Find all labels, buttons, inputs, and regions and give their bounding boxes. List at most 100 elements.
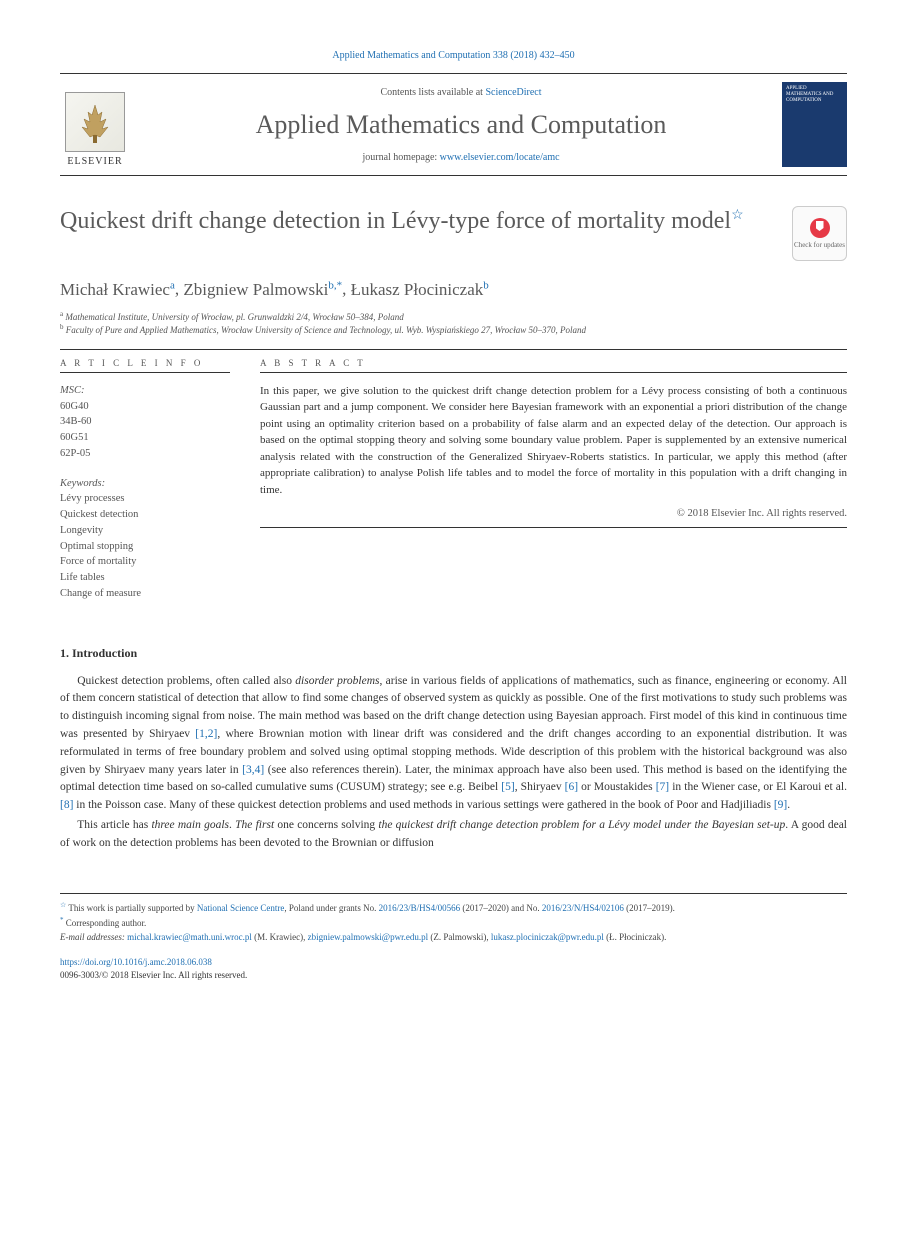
fn-g3: (2017–2020) and No. [460, 903, 542, 913]
ref-5[interactable]: [5] [501, 781, 514, 793]
author-2: Zbigniew Palmowskib,* [183, 280, 342, 299]
article-title: Quickest drift change detection in Lévy-… [60, 206, 792, 237]
fn-g2: , Poland under grants No. [284, 903, 378, 913]
email-2[interactable]: zbigniew.palmowski@pwr.edu.pl [308, 932, 428, 942]
abstract-heading: A B S T R A C T [260, 358, 847, 368]
homepage-line: journal homepage: www.elsevier.com/locat… [140, 152, 782, 163]
fn-emails: E-mail addresses: michal.krawiec@math.un… [60, 931, 847, 945]
p1-t9: . [787, 799, 790, 811]
cover-thumb-text: APPLIED MATHEMATICS AND COMPUTATION [786, 86, 843, 104]
homepage-link[interactable]: www.elsevier.com/locate/amc [440, 152, 560, 163]
citation-link[interactable]: Applied Mathematics and Computation 338 … [332, 50, 574, 61]
affiliation-b: b Faculty of Pure and Applied Mathematic… [60, 323, 847, 337]
body-para-1: Quickest detection problems, often calle… [60, 673, 847, 816]
affil-b-text: Faculty of Pure and Applied Mathematics,… [66, 325, 586, 335]
affiliation-a: a Mathematical Institute, University of … [60, 310, 847, 324]
affil-b-sup: b [60, 323, 64, 331]
p1-t5: , Shiryaev [515, 781, 565, 793]
kw-4: Force of mortality [60, 556, 136, 567]
journal-name: Applied Mathematics and Computation [140, 110, 782, 140]
email-1-name: (M. Krawiec), [252, 932, 308, 942]
emails-label: E-mail addresses: [60, 932, 125, 942]
ref-6[interactable]: [6] [565, 781, 578, 793]
authors-line: Michał Krawieca, Zbigniew Palmowskib,*, … [60, 279, 847, 300]
fn-g1: This work is partially supported by [68, 903, 196, 913]
email-3-name: (Ł. Płociniczak). [604, 932, 666, 942]
issn-line: 0096-3003/© 2018 Elsevier Inc. All right… [60, 969, 847, 982]
divider [60, 349, 847, 350]
fn-grant: ☆ This work is partially supported by Na… [60, 900, 847, 916]
email-2-name: (Z. Palmowski), [428, 932, 491, 942]
grant1-link[interactable]: 2016/23/B/HS4/00566 [379, 903, 461, 913]
msc-label: MSC: [60, 385, 85, 396]
abstract-column: A B S T R A C T In this paper, we give s… [260, 358, 847, 616]
keywords-block: Keywords: Lévy processes Quickest detect… [60, 476, 230, 602]
ref-3-4[interactable]: [3,4] [242, 764, 264, 776]
fn-corresponding: * Corresponding author. [60, 915, 847, 931]
body-section: 1. Introduction Quickest detection probl… [60, 646, 847, 853]
homepage-prefix: journal homepage: [362, 152, 439, 163]
kw-3: Optimal stopping [60, 541, 133, 552]
title-footnote-star: ☆ [731, 208, 744, 223]
fn-asterisk: * [60, 916, 64, 924]
p1-em1: disorder problems [295, 675, 379, 687]
title-text: Quickest drift change detection in Lévy-… [60, 208, 731, 234]
msc-0: 60G40 [60, 401, 89, 412]
article-info-heading: A R T I C L E I N F O [60, 358, 230, 368]
author-1: Michał Krawieca [60, 280, 175, 299]
msc-1: 34B-60 [60, 416, 92, 427]
elsevier-tree-icon [65, 92, 125, 152]
section-1-heading: 1. Introduction [60, 646, 847, 661]
sciencedirect-link[interactable]: ScienceDirect [485, 87, 541, 98]
abstract-text: In this paper, we give solution to the q… [260, 383, 847, 499]
msc-3: 62P-05 [60, 448, 90, 459]
grant2-link[interactable]: 2016/23/N/HS4/02106 [542, 903, 624, 913]
p2-em1: three main goals [151, 819, 229, 831]
elsevier-logo: ELSEVIER [60, 82, 140, 167]
author-2-sup: b,* [328, 279, 342, 291]
p1-t7: in the Wiener case, or El Karoui et al. [669, 781, 847, 793]
masthead: ELSEVIER Contents lists available at Sci… [60, 73, 847, 176]
body-para-2: This article has three main goals. The f… [60, 817, 847, 853]
ref-1-2[interactable]: [1,2] [195, 728, 217, 740]
abstract-copyright: © 2018 Elsevier Inc. All rights reserved… [260, 508, 847, 519]
doi-link[interactable]: https://doi.org/10.1016/j.amc.2018.06.03… [60, 957, 212, 967]
ref-7[interactable]: [7] [656, 781, 669, 793]
footnotes: ☆ This work is partially supported by Na… [60, 893, 847, 945]
abstract-rule [260, 372, 847, 373]
info-row: A R T I C L E I N F O MSC: 60G40 34B-60 … [60, 358, 847, 616]
kw-5: Life tables [60, 572, 105, 583]
msc-block: MSC: 60G40 34B-60 60G51 62P-05 [60, 383, 230, 462]
affiliations: a Mathematical Institute, University of … [60, 310, 847, 337]
author-1-name: Michał Krawiec [60, 280, 170, 299]
fn-corr-text: Corresponding author. [66, 918, 147, 928]
kw-6: Change of measure [60, 588, 141, 599]
email-3[interactable]: lukasz.plociniczak@pwr.edu.pl [491, 932, 604, 942]
author-2-name: Zbigniew Palmowski [183, 280, 328, 299]
check-updates-badge[interactable]: Check for updates [792, 206, 847, 261]
p2-t1: This article has [77, 819, 151, 831]
p2-em2: The first [235, 819, 274, 831]
contents-line: Contents lists available at ScienceDirec… [140, 87, 782, 98]
ref-9[interactable]: [9] [774, 799, 787, 811]
updates-label: Check for updates [794, 241, 845, 249]
author-3-sup: b [483, 279, 489, 291]
p2-t3: one concerns solving [274, 819, 378, 831]
author-3: Łukasz Płociniczakb [351, 280, 489, 299]
fn-star: ☆ [60, 901, 66, 909]
author-3-name: Łukasz Płociniczak [351, 280, 484, 299]
affil-a-text: Mathematical Institute, University of Wr… [65, 312, 403, 322]
kw-2: Longevity [60, 525, 103, 536]
citation-line: Applied Mathematics and Computation 338 … [60, 50, 847, 61]
ref-8[interactable]: [8] [60, 799, 73, 811]
msc-2: 60G51 [60, 432, 89, 443]
page-container: Applied Mathematics and Computation 338 … [0, 0, 907, 1021]
author-1-sup: a [170, 279, 175, 291]
article-info-column: A R T I C L E I N F O MSC: 60G40 34B-60 … [60, 358, 230, 616]
affil-a-sup: a [60, 310, 63, 318]
email-1[interactable]: michal.krawiec@math.uni.wroc.pl [127, 932, 252, 942]
nsc-link[interactable]: National Science Centre [197, 903, 284, 913]
bookmark-check-icon [810, 218, 830, 238]
p1-t8: in the Poisson case. Many of these quick… [73, 799, 773, 811]
keywords-label: Keywords: [60, 478, 105, 489]
